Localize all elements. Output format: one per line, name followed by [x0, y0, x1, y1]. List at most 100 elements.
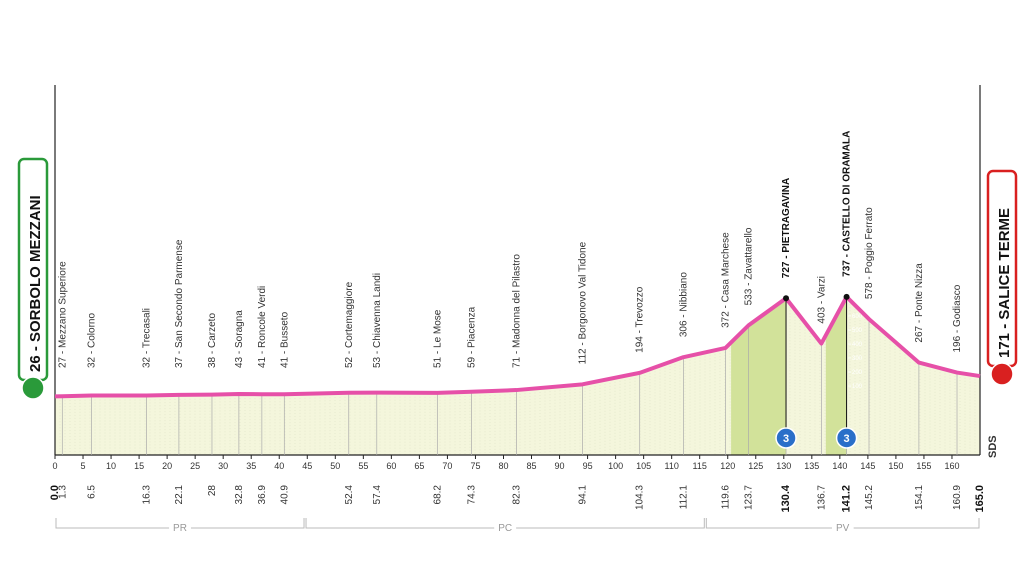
x-tick-label: 95 — [583, 461, 593, 471]
x-tick-label: 100 — [608, 461, 623, 471]
waypoint-label: 403 - Varzi — [816, 276, 827, 324]
x-tick-label: 15 — [134, 461, 144, 471]
profile-line — [54, 294, 981, 399]
climb-category: 3 — [844, 433, 850, 445]
waypoint-label: 267 - Ponte Nizza — [914, 263, 925, 343]
x-tick-label: 30 — [218, 461, 228, 471]
x-tick-label: 135 — [804, 461, 819, 471]
waypoint-label: 737 - CASTELLO DI ORAMALA — [842, 131, 853, 277]
waypoint-label: 41 - Busseto — [279, 311, 290, 368]
km-label: 74.3 — [467, 485, 478, 505]
climb-scale-label: 400 — [852, 342, 863, 348]
x-tick-label: 65 — [414, 461, 424, 471]
waypoint-label: 71 - Madonna del Pilastro — [511, 254, 522, 368]
x-tick-label: 50 — [330, 461, 340, 471]
waypoint-label: 727 - PIETRAGAVINA — [781, 178, 792, 278]
km-label: 141.2 — [841, 485, 853, 513]
x-tick-label: 80 — [498, 461, 508, 471]
km-label: 68.2 — [432, 485, 443, 505]
province-label: PR — [173, 523, 187, 534]
km-label: 82.3 — [511, 485, 522, 505]
x-tick-label: 160 — [944, 461, 959, 471]
climb-scale-label: 300 — [852, 356, 863, 362]
km-label: 145.2 — [864, 485, 875, 510]
waypoint-label: 194 - Trevozzo — [635, 286, 646, 353]
km-label: 130.4 — [780, 484, 792, 512]
km-label: 136.7 — [816, 485, 827, 510]
x-tick-label: 70 — [442, 461, 452, 471]
x-tick-label: 105 — [636, 461, 651, 471]
x-tick-label: 130 — [776, 461, 791, 471]
climb-area — [825, 296, 847, 455]
x-tick-label: 90 — [555, 461, 565, 471]
x-tick-label: 10 — [106, 461, 116, 471]
km-label: 154.1 — [914, 485, 925, 510]
waypoint-label: 41 - Roncole Verdi — [257, 286, 268, 368]
finish-icon — [990, 362, 1014, 386]
waypoint-label: 43 - Soragna — [234, 310, 245, 368]
climb-scale-label: 100 — [852, 384, 863, 390]
waypoint-label: 306 - Nibbiano — [678, 272, 689, 337]
province-label: PC — [498, 523, 512, 534]
start-label: 26 - SORBOLO MEZZANI — [27, 195, 44, 372]
x-tick-label: 155 — [916, 461, 931, 471]
summit-dot — [783, 295, 790, 302]
km-label: 28 — [207, 485, 218, 497]
x-tick-label: 55 — [358, 461, 368, 471]
climb-badge — [775, 427, 797, 449]
km-label: 22.1 — [174, 485, 185, 505]
waypoint-label: 53 - Chiavenna Landi — [372, 273, 383, 368]
climb-scale-label: 500 — [852, 328, 863, 334]
x-tick-label: 145 — [860, 461, 875, 471]
km-label: 0.0 — [49, 485, 61, 500]
x-tick-label: 85 — [527, 461, 537, 471]
x-tick-label: 20 — [162, 461, 172, 471]
km-label: 123.7 — [743, 485, 754, 510]
start-icon — [21, 376, 45, 400]
finish-label: 171 - SALICE TERME — [996, 208, 1013, 358]
km-label: 165.0 — [974, 485, 986, 513]
km-label: 160.9 — [952, 485, 963, 510]
waypoint-label: 372 - Casa Marchese — [720, 232, 731, 328]
x-tick-label: 110 — [664, 461, 678, 471]
waypoint-label: 51 - Le Mose — [432, 309, 443, 368]
logo: SDS — [987, 435, 999, 458]
x-tick-label: 25 — [190, 461, 200, 471]
km-label: 40.9 — [279, 485, 290, 505]
waypoint-label: 38 - Carzeto — [207, 313, 218, 368]
x-tick-label: 150 — [888, 461, 903, 471]
waypoint-label: 59 - Piacenza — [467, 306, 478, 368]
x-tick-label: 0 — [52, 461, 57, 471]
climb-badge — [835, 427, 858, 449]
x-tick-label: 75 — [470, 461, 480, 471]
km-label: 36.9 — [257, 485, 268, 505]
province-label-bg — [494, 523, 517, 534]
waypoint-label: 112 - Borgonovo Val Tidone — [578, 241, 589, 364]
province-label: PV — [836, 523, 850, 534]
x-tick-label: 35 — [246, 461, 256, 471]
waypoint-label: 27 - Mezzano Superiore — [57, 261, 68, 368]
climb-category: 3 — [783, 433, 789, 445]
km-label: 112.1 — [678, 485, 689, 510]
km-label: 16.3 — [141, 485, 152, 505]
waypoint-label: 32 - Colorno — [86, 313, 97, 368]
waypoint-label: 37 - San Secondo Parmense — [174, 239, 185, 368]
km-label: 104.3 — [635, 485, 646, 510]
x-tick-label: 120 — [720, 461, 735, 471]
climb-area — [731, 298, 787, 455]
x-tick-label: 45 — [302, 461, 312, 471]
x-tick-label: 115 — [693, 461, 707, 471]
waypoint-label: 533 - Zavattarello — [743, 227, 754, 305]
km-label: 52.4 — [344, 485, 355, 505]
x-tick-label: 40 — [274, 461, 284, 471]
km-label: 32.8 — [234, 485, 245, 505]
km-label: 6.5 — [86, 485, 97, 499]
waypoint-label: 578 - Poggio Ferrato — [864, 207, 875, 299]
climb-scale-label: 200 — [852, 370, 863, 376]
km-label: 57.4 — [372, 485, 383, 505]
province-label-bg — [831, 523, 854, 534]
climb-scale-label: 700 — [852, 300, 863, 306]
climb-scale-label: 600 — [852, 314, 863, 320]
waypoint-label: 32 - Trecasali — [141, 308, 152, 368]
